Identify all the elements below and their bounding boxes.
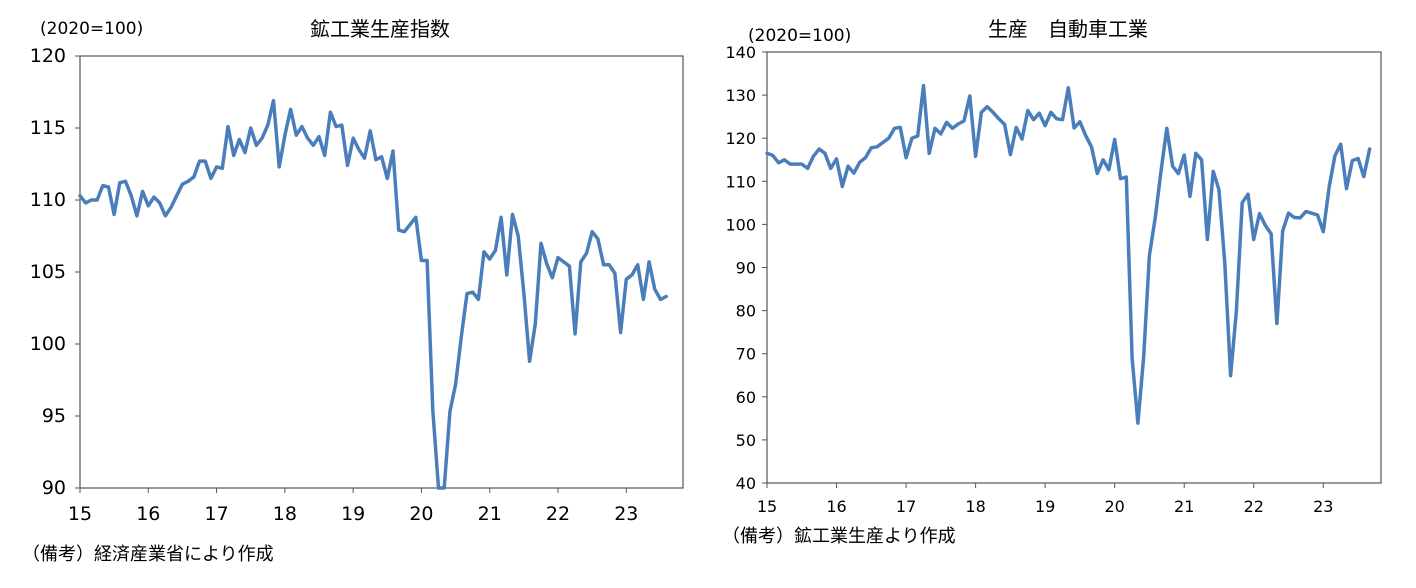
left-y-tick-label: 120 [30,45,66,67]
left-y-tick-label: 100 [30,333,66,355]
left-y-tick-label: 90 [42,477,66,499]
right-y-tick-label: 70 [736,345,756,364]
left-source-note: （備考）経済産業省により作成 [22,544,274,565]
right-y-tick-label: 120 [725,129,756,148]
left-x-tick-label: 16 [136,503,160,525]
right-y-tick-label: 100 [725,215,756,234]
left-y-tick-label: 115 [30,117,66,139]
right-x-tick-label: 17 [896,497,916,516]
right-y-tick-label: 110 [725,172,756,191]
right-x-tick-label: 15 [757,497,777,516]
right-x-tick-label: 20 [1104,497,1124,516]
right-series-line [765,83,1372,425]
left-y-tick-label: 110 [30,189,66,211]
right-x-axis: 15 16 17 18 19 20 21 22 23 [757,483,1333,516]
right-x-tick-label: 16 [826,497,846,516]
right-y-tick-label: 50 [736,431,756,450]
left-y-axis: 90 95 100 105 110 115 120 [30,45,80,499]
left-x-tick-label: 18 [273,503,297,525]
left-x-tick-label: 15 [68,503,92,525]
right-unit-label: (2020=100) [748,26,851,46]
right-source-note: （備考）鉱工業生産より作成 [722,526,956,547]
right-x-tick-label: 22 [1244,497,1264,516]
left-series-line [78,98,668,490]
right-y-tick-label: 80 [736,302,756,321]
right-x-tick-label: 18 [965,497,985,516]
left-x-tick-label: 23 [614,503,638,525]
right-chart: (2020=100) 生産 自動車工業 40 50 60 70 80 90 100 110 12… [725,17,1382,516]
left-x-tick-label: 20 [409,503,433,525]
left-x-tick-label: 21 [478,503,502,525]
left-y-tick-label: 95 [42,405,66,427]
left-x-tick-label: 17 [204,503,228,525]
right-y-tick-label: 140 [725,43,756,62]
left-unit-label: (2020=100) [40,19,143,39]
right-x-tick-label: 23 [1313,497,1333,516]
right-y-tick-label: 60 [736,388,756,407]
left-y-tick-label: 105 [30,261,66,283]
left-x-tick-label: 19 [341,503,365,525]
right-y-tick-label: 40 [736,474,756,493]
left-chart-title: 鉱工業生産指数 [310,17,450,41]
left-plot-frame [79,55,684,489]
right-x-tick-label: 21 [1174,497,1194,516]
right-chart-title: 生産 自動車工業 [988,17,1148,41]
left-x-tick-label: 22 [546,503,570,525]
right-y-tick-label: 90 [736,259,756,278]
right-y-tick-label: 130 [725,86,756,105]
left-x-axis: 15 16 17 18 19 20 21 22 23 [68,488,638,525]
right-y-axis: 40 50 60 70 80 90 100 110 120 130 140 [725,43,767,493]
left-chart: (2020=100) 鉱工業生産指数 90 95 100 105 110 115 120 1… [30,17,684,525]
right-x-tick-label: 19 [1035,497,1055,516]
